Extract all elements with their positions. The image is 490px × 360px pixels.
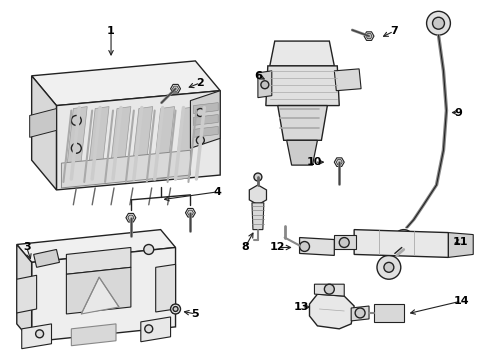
- Polygon shape: [131, 107, 153, 180]
- Text: 8: 8: [241, 243, 249, 252]
- Polygon shape: [188, 210, 194, 215]
- Polygon shape: [249, 185, 267, 205]
- Polygon shape: [270, 41, 334, 66]
- Polygon shape: [185, 208, 196, 217]
- Polygon shape: [194, 114, 218, 125]
- Polygon shape: [128, 215, 134, 220]
- Polygon shape: [171, 84, 180, 93]
- Circle shape: [36, 330, 44, 338]
- Polygon shape: [72, 324, 116, 346]
- Polygon shape: [191, 91, 220, 148]
- Circle shape: [171, 304, 180, 314]
- Circle shape: [377, 255, 401, 279]
- Polygon shape: [354, 230, 448, 257]
- Polygon shape: [334, 158, 344, 166]
- Polygon shape: [56, 91, 220, 190]
- Polygon shape: [299, 238, 334, 255]
- Polygon shape: [30, 109, 56, 137]
- Polygon shape: [194, 103, 218, 113]
- Text: 9: 9: [454, 108, 462, 117]
- Circle shape: [173, 306, 178, 311]
- Circle shape: [145, 325, 153, 333]
- Polygon shape: [310, 294, 354, 329]
- Polygon shape: [194, 126, 218, 137]
- Polygon shape: [32, 61, 220, 105]
- Circle shape: [196, 109, 204, 117]
- Text: 5: 5: [192, 309, 199, 319]
- Polygon shape: [66, 247, 131, 274]
- Text: 11: 11: [453, 237, 468, 247]
- Polygon shape: [156, 264, 175, 312]
- Circle shape: [339, 238, 349, 247]
- Text: 1: 1: [107, 26, 115, 36]
- Polygon shape: [109, 107, 131, 180]
- Text: 4: 4: [213, 187, 221, 197]
- Polygon shape: [126, 213, 136, 222]
- Circle shape: [394, 230, 414, 249]
- Circle shape: [427, 11, 450, 35]
- Polygon shape: [171, 305, 180, 313]
- Polygon shape: [153, 107, 174, 180]
- Text: 14: 14: [454, 296, 469, 306]
- Circle shape: [384, 262, 394, 272]
- Text: 13: 13: [294, 302, 309, 312]
- Text: 10: 10: [307, 157, 322, 167]
- Polygon shape: [17, 230, 175, 262]
- Text: 6: 6: [254, 71, 262, 81]
- Text: 3: 3: [23, 243, 30, 252]
- Polygon shape: [351, 306, 369, 321]
- Circle shape: [261, 81, 269, 89]
- Polygon shape: [66, 267, 131, 314]
- Polygon shape: [87, 107, 109, 180]
- Polygon shape: [315, 284, 344, 296]
- Polygon shape: [174, 107, 196, 180]
- Polygon shape: [266, 66, 339, 105]
- Circle shape: [196, 136, 204, 144]
- Polygon shape: [32, 76, 56, 190]
- Polygon shape: [81, 277, 119, 314]
- Circle shape: [144, 244, 154, 255]
- Polygon shape: [366, 33, 372, 39]
- Polygon shape: [334, 235, 356, 249]
- Polygon shape: [364, 32, 374, 40]
- Polygon shape: [172, 306, 178, 311]
- Polygon shape: [334, 69, 361, 91]
- Circle shape: [355, 308, 365, 318]
- Circle shape: [72, 143, 81, 153]
- Polygon shape: [278, 105, 327, 140]
- Circle shape: [433, 17, 444, 29]
- Circle shape: [72, 116, 81, 125]
- Polygon shape: [252, 203, 264, 230]
- Circle shape: [299, 242, 310, 251]
- Polygon shape: [17, 244, 32, 342]
- Polygon shape: [141, 317, 171, 342]
- Text: 7: 7: [390, 26, 398, 36]
- Polygon shape: [448, 233, 473, 257]
- Polygon shape: [336, 159, 342, 165]
- Polygon shape: [287, 140, 318, 165]
- Circle shape: [42, 252, 51, 262]
- Polygon shape: [22, 324, 51, 349]
- Text: 2: 2: [196, 78, 204, 88]
- Polygon shape: [32, 247, 175, 342]
- Text: 12: 12: [270, 243, 286, 252]
- Polygon shape: [172, 86, 178, 91]
- Polygon shape: [61, 150, 191, 188]
- Polygon shape: [17, 275, 37, 313]
- Polygon shape: [374, 304, 404, 322]
- Circle shape: [400, 235, 408, 243]
- Circle shape: [324, 284, 334, 294]
- Polygon shape: [258, 71, 272, 98]
- Circle shape: [254, 173, 262, 181]
- Polygon shape: [65, 107, 87, 180]
- Polygon shape: [34, 249, 59, 267]
